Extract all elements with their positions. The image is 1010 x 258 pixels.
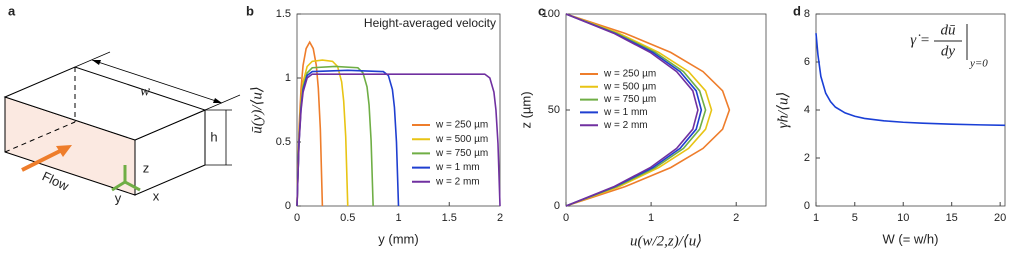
data-line — [565, 13, 731, 207]
legend-label: w = 250 µm — [603, 69, 656, 80]
panel-letter: b — [246, 3, 254, 18]
extension-line — [204, 94, 241, 111]
panel-letter: a — [8, 3, 16, 18]
arrow-head — [213, 98, 222, 103]
x-tick-label: 0.5 — [340, 212, 355, 224]
h-label: h — [210, 129, 217, 144]
y-tick-label: 6 — [804, 56, 810, 68]
y-tick-label: 0.5 — [276, 136, 291, 148]
y-tick-label: 50 — [548, 104, 560, 116]
legend-label: w = 1 mm — [603, 107, 648, 118]
x-axis-label: y (mm) — [378, 231, 418, 246]
x-tick-label: 0 — [563, 212, 569, 224]
y-axis — [111, 180, 126, 192]
flow-arrow-head — [56, 145, 72, 157]
legend-label: w = 750 µm — [435, 148, 488, 159]
panel-letter: c — [538, 3, 545, 18]
x-axis-label: W (= w/h) — [883, 231, 939, 246]
z-label: z — [143, 160, 150, 175]
legend-label: w = 500 µm — [603, 81, 656, 92]
y-tick-label: 1.5 — [276, 8, 291, 20]
data-line — [565, 13, 703, 207]
legend-label: w = 2 mm — [435, 176, 480, 187]
data-line — [296, 65, 374, 207]
x-tick-label: 10 — [897, 212, 909, 224]
formula-num: dū — [941, 22, 956, 38]
x-tick-label: 5 — [852, 212, 858, 224]
y-axis-label: γ̇h/⟨u⟩ — [775, 92, 791, 129]
y-tick-label: 0 — [804, 200, 810, 212]
arrow-head — [92, 60, 101, 65]
y-tick-label: 2 — [804, 152, 810, 164]
x-tick-label: 2 — [733, 212, 739, 224]
plot-frame — [565, 13, 767, 207]
formula-den: dy — [941, 43, 956, 59]
extension-line — [74, 51, 111, 68]
y-axis-label: z (µm) — [518, 91, 533, 128]
y-label: y — [115, 190, 122, 205]
formula-lhs: γ̇ = — [910, 32, 930, 48]
legend-label: w = 250 µm — [435, 120, 488, 131]
axes-glyph — [111, 165, 141, 192]
y-axis-label: ū(y)/⟨u⟩ — [249, 86, 265, 134]
y-tick-label: 0 — [285, 200, 291, 212]
hidden-edge — [4, 121, 76, 153]
data-line — [565, 13, 699, 207]
data-line — [565, 13, 713, 207]
x-tick-label: 1 — [813, 212, 819, 224]
y-tick-label: 8 — [804, 8, 810, 20]
y-tick-label: 100 — [542, 8, 560, 20]
x-tick-label: 0 — [294, 212, 300, 224]
panel-letter: d — [793, 3, 801, 18]
data-line — [815, 33, 1006, 127]
x-tick-label: 1.5 — [442, 212, 457, 224]
x-label: x — [153, 188, 160, 203]
x-tick-label: 2 — [497, 212, 503, 224]
y-tick-label: 1 — [285, 72, 291, 84]
y-tick-label: 4 — [804, 104, 810, 116]
w-dimension — [91, 59, 223, 104]
x-axis-label: u(w/2,z)/⟨u⟩ — [630, 233, 702, 249]
y-tick-label: 0 — [554, 200, 560, 212]
channel-diagram: a w h Flow z x y — [3, 3, 241, 205]
x-tick-label: 1 — [395, 212, 401, 224]
x-tick-label: 15 — [946, 212, 958, 224]
x-tick-label: 20 — [994, 212, 1006, 224]
formula-sub: y=0 — [969, 58, 988, 70]
legend-label: w = 1 mm — [435, 162, 480, 173]
data-line — [296, 73, 501, 207]
flow-arrow — [21, 148, 63, 172]
x-axis — [124, 180, 141, 192]
w-label: w — [140, 83, 150, 99]
data-line — [565, 13, 707, 207]
legend-label: w = 750 µm — [603, 94, 656, 105]
annotation: Height-averaged velocity — [364, 16, 496, 30]
legend-label: w = 2 mm — [603, 120, 648, 131]
legend-label: w = 500 µm — [435, 134, 488, 145]
x-tick-label: 1 — [648, 212, 654, 224]
